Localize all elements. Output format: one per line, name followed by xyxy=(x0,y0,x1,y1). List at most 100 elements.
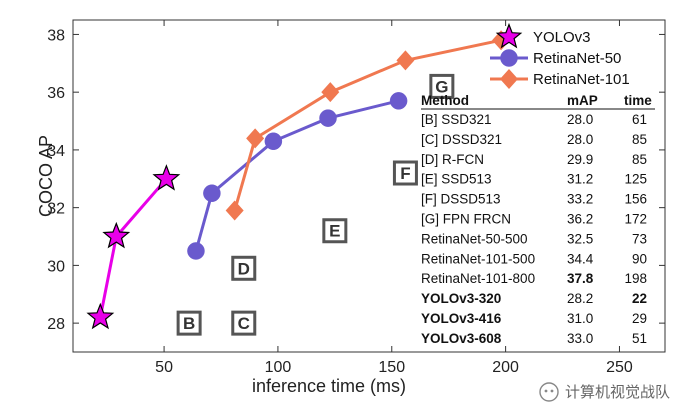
category-c: C xyxy=(231,310,257,336)
table-cell-map: 33.2 xyxy=(567,192,593,207)
data-point xyxy=(102,221,131,249)
table-cell-method: [D] R-FCN xyxy=(421,152,484,167)
table-cell-map: 29.9 xyxy=(567,152,593,167)
table-row: YOLOv3-320 28.2 22 xyxy=(421,291,647,306)
table-cell-map: 28.0 xyxy=(567,132,593,147)
legend-entry-yolov3: YOLOv3 xyxy=(495,22,591,49)
axes: 50 100 150 200 250 28 30 32 34 36 38 inference time… xyxy=(36,19,666,396)
series-yolov3 xyxy=(86,164,181,330)
table-row: [F] DSSD513 33.2 156 xyxy=(421,192,647,207)
table-header-time: time xyxy=(624,93,652,108)
category-b: B xyxy=(176,310,202,336)
legend-entry-retinanet-50: RetinaNet-50 xyxy=(490,49,621,67)
legend-label: RetinaNet-101 xyxy=(533,71,630,88)
table-row: YOLOv3-416 31.0 29 xyxy=(421,311,647,326)
watermark-text: 计算机视觉战队 xyxy=(564,383,670,401)
category-g: G xyxy=(429,73,455,99)
x-tick-label: 100 xyxy=(265,359,292,376)
data-point xyxy=(321,82,340,103)
table-cell-method: YOLOv3-416 xyxy=(421,311,502,326)
table-cell-time: 198 xyxy=(624,271,647,286)
table-cell-time: 156 xyxy=(624,192,647,207)
table-cell-map: 31.2 xyxy=(567,172,593,187)
table-header-map: mAP xyxy=(567,93,598,108)
y-axis-label: COCO AP xyxy=(36,135,56,217)
legend-label: YOLOv3 xyxy=(533,29,591,46)
series-layer xyxy=(86,30,511,330)
y-tick-label: 34 xyxy=(47,143,65,160)
table-cell-method: RetinaNet-101-800 xyxy=(421,271,535,286)
table-cell-time: 125 xyxy=(624,172,647,187)
legend: YOLOv3 RetinaNet-50 RetinaNet-101 xyxy=(490,22,630,89)
table-cell-time: 51 xyxy=(632,331,647,346)
data-point xyxy=(203,184,221,202)
table-cell-map: 33.0 xyxy=(567,331,593,346)
category-label: F xyxy=(400,164,410,183)
category-box xyxy=(322,218,348,244)
table-cell-time: 172 xyxy=(624,212,647,227)
series-retinanet-101 xyxy=(225,30,511,221)
data-point xyxy=(187,242,205,260)
table-cell-time: 73 xyxy=(632,231,647,246)
category-box xyxy=(176,310,202,336)
table-cell-method: YOLOv3-608 xyxy=(421,331,502,346)
plot-frame xyxy=(72,19,666,353)
x-tick-label: 250 xyxy=(606,359,633,376)
data-point xyxy=(264,132,283,151)
table-cell-map: 31.0 xyxy=(567,311,593,326)
data-point xyxy=(86,302,115,330)
y-tick-label: 30 xyxy=(47,258,65,275)
table-cell-map: 34.4 xyxy=(567,251,594,266)
table-cell-method: RetinaNet-50-500 xyxy=(421,231,528,246)
table-cell-time: 85 xyxy=(632,152,647,167)
data-point xyxy=(495,22,523,49)
data-point xyxy=(500,69,518,89)
wechat-icon xyxy=(539,381,559,402)
table-cell-map: 36.2 xyxy=(567,212,593,227)
series-retinanet-50 xyxy=(187,92,408,260)
table-header-method: Method xyxy=(421,93,469,108)
x-tick-label: 50 xyxy=(155,359,173,376)
data-point xyxy=(500,49,518,67)
category-markers: B C D E F G xyxy=(176,73,455,336)
table-row: RetinaNet-101-500 34.4 90 xyxy=(421,251,647,266)
category-label: B xyxy=(183,314,195,333)
table-cell-method: [F] DSSD513 xyxy=(421,192,501,207)
table-row: YOLOv3-608 33.0 51 xyxy=(421,331,647,346)
table-cell-time: 61 xyxy=(632,112,647,127)
table-cell-method: RetinaNet-101-500 xyxy=(421,251,535,266)
data-point xyxy=(389,92,408,110)
category-box xyxy=(429,73,455,99)
legend-label: RetinaNet-50 xyxy=(533,50,621,67)
table-cell-time: 85 xyxy=(632,132,647,147)
table-cell-map: 28.2 xyxy=(567,291,593,306)
legend-entry-retinanet-101: RetinaNet-101 xyxy=(490,69,630,89)
category-f: F xyxy=(392,160,418,186)
category-d: D xyxy=(231,255,257,281)
y-tick-label: 38 xyxy=(47,27,65,44)
table-row: [G] FPN FRCN 36.2 172 xyxy=(421,212,647,227)
table-cell-map: 37.8 xyxy=(567,271,594,286)
table-cell-time: 29 xyxy=(632,311,647,326)
category-box xyxy=(231,255,257,281)
table-cell-time: 22 xyxy=(632,291,647,306)
table-cell-map: 32.5 xyxy=(567,231,593,246)
table-row: [E] SSD513 31.2 125 xyxy=(421,172,647,187)
table-cell-map: 28.0 xyxy=(567,112,593,127)
data-point xyxy=(225,200,244,221)
x-tick-label: 150 xyxy=(378,359,405,376)
category-label: C xyxy=(238,314,250,333)
table-row: RetinaNet-101-800 37.8 198 xyxy=(421,271,647,286)
x-tick-label: 200 xyxy=(492,359,519,376)
table-row: RetinaNet-50-500 32.5 73 xyxy=(421,231,647,246)
table-cell-method: YOLOv3-320 xyxy=(421,291,501,306)
data-point xyxy=(319,109,337,127)
data-point xyxy=(246,128,265,149)
table-row: [B] SSD321 28.0 61 xyxy=(421,112,647,127)
category-box xyxy=(392,160,418,186)
data-point xyxy=(152,164,181,191)
series-line xyxy=(98,177,168,318)
series-line xyxy=(194,99,399,252)
comparison-table: Method mAP time [B] SSD321 28.0 61 [C] DSSD321… xyxy=(421,93,655,346)
